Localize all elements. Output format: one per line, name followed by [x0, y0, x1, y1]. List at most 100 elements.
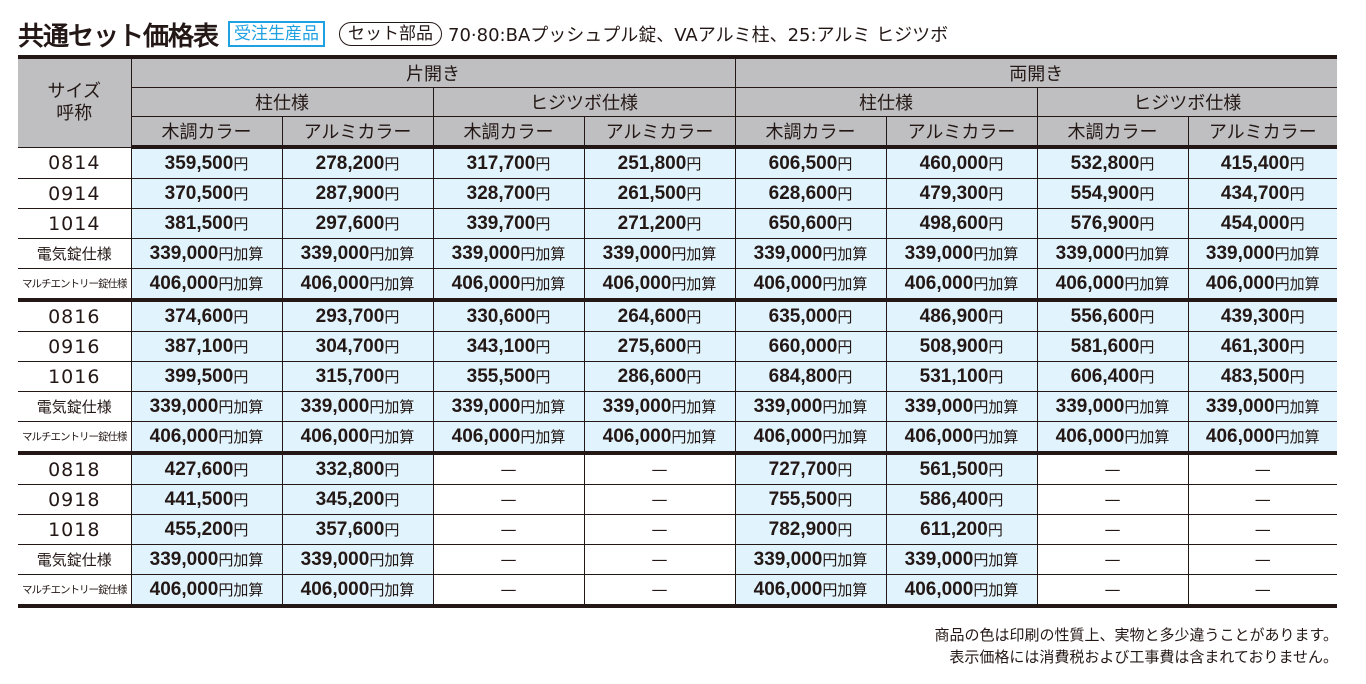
price-value: 611,200 [920, 518, 988, 540]
price-value: 339,000 [602, 242, 672, 264]
price-unit: 円加算 [671, 397, 717, 416]
price-value: 328,700 [466, 182, 536, 204]
addon-price-cell: 406,000円加算 [885, 574, 1037, 608]
price-value: 406,000 [602, 425, 672, 447]
price-cell: 460,000円 [885, 147, 1037, 179]
price-unit: 円 [988, 214, 1004, 233]
table-row: 0916 387,100円 304,700円 343,100円 275,600円 660,… [18, 331, 1337, 362]
price-value: 415,400 [1220, 152, 1290, 174]
addon-price-cell: 339,000円加算 [281, 391, 433, 422]
price-cell: 271,200円 [583, 208, 735, 239]
price-value: 508,900 [919, 335, 989, 357]
price-value: 532,800 [1070, 152, 1140, 174]
price-unit: 円 [686, 184, 702, 203]
addon-price-cell: 339,000円加算 [432, 238, 584, 269]
price-value: 406,000 [753, 578, 823, 600]
price-value: 406,000 [1205, 272, 1275, 294]
price-unit: 円 [988, 337, 1004, 356]
price-cell: 427,600円 [130, 453, 282, 485]
price-value: 332,800 [315, 458, 385, 480]
price-value: 606,400 [1070, 365, 1140, 387]
price-cell: 357,600円 [281, 514, 433, 545]
size-cell: 1014 [18, 208, 131, 239]
price-value: 498,600 [919, 212, 989, 234]
price-unit: 円 [837, 367, 853, 386]
addon-price-cell: 406,000円加算 [734, 421, 886, 455]
price-cell: 387,100円 [130, 331, 282, 362]
price-value: 330,600 [466, 305, 536, 327]
price-unit: 円加算 [218, 550, 264, 569]
empty-price-cell: — [1187, 574, 1337, 608]
price-value: 339,000 [300, 395, 370, 417]
price-cell: 264,600円 [583, 300, 735, 332]
price-value: 339,000 [149, 242, 219, 264]
price-value: 339,000 [1205, 395, 1275, 417]
price-value: 406,000 [300, 578, 370, 600]
price-unit: 円加算 [218, 580, 264, 599]
addon-price-cell: 406,000円加算 [734, 268, 886, 302]
table-row: マルチエントリー錠仕様 406,000円加算 406,000円加算 406,000円加… [18, 421, 1337, 455]
price-cell: 381,500円 [130, 208, 282, 239]
empty-price-cell: — [583, 484, 735, 515]
empty-price-cell: — [432, 484, 584, 515]
size-cell: 0814 [18, 147, 131, 179]
price-value: 264,600 [617, 305, 687, 327]
price-cell: 755,500円 [734, 484, 886, 515]
size-cell: マルチエントリー錠仕様 [18, 574, 131, 608]
price-cell: 441,500円 [130, 484, 282, 515]
price-value: 406,000 [904, 578, 974, 600]
price-value: 343,100 [466, 335, 536, 357]
price-unit: 円 [1139, 184, 1155, 203]
column-header: アルミカラー [583, 116, 735, 149]
price-unit: 円加算 [369, 580, 415, 599]
addon-price-cell: 406,000円加算 [1187, 268, 1337, 302]
price-unit: 円 [1289, 337, 1305, 356]
price-value: 755,500 [768, 488, 838, 510]
price-unit: 円 [384, 460, 400, 479]
price-value: 461,300 [1220, 335, 1290, 357]
addon-price-cell: 406,000円加算 [130, 421, 282, 455]
size-cell: 電気錠仕様 [18, 544, 131, 575]
table-row: 1016 399,500円 315,700円 355,500円 286,600円 684,… [18, 361, 1337, 392]
price-value: 339,000 [753, 242, 823, 264]
empty-price-cell: — [1187, 484, 1337, 515]
price-unit: 円 [535, 307, 551, 326]
table-row: 0818 427,600円 332,800円 — —727,700円 561,500円 — — [18, 453, 1337, 485]
price-cell: 561,500円 [885, 453, 1037, 485]
addon-price-cell: 406,000円加算 [734, 574, 886, 608]
price-value: 406,000 [451, 425, 521, 447]
footnote-color: 商品の色は印刷の性質上、実物と多少違うことがあります。 [934, 626, 1338, 644]
price-cell: 345,200円 [281, 484, 433, 515]
price-value: 576,900 [1070, 212, 1140, 234]
price-unit: 円 [535, 337, 551, 356]
price-cell: 355,500円 [432, 361, 584, 392]
footnote-tax: 表示価格には消費税および工事費は含まれておりません。 [949, 648, 1338, 666]
addon-price-cell: 339,000円加算 [885, 391, 1037, 422]
price-unit: 円 [535, 214, 551, 233]
empty-price-cell: — [583, 514, 735, 545]
addon-price-cell: 339,000円加算 [1187, 391, 1337, 422]
price-value: 556,600 [1070, 305, 1140, 327]
size-cell: 1018 [18, 514, 131, 545]
price-unit: 円加算 [822, 550, 868, 569]
price-cell: 315,700円 [281, 361, 433, 392]
price-unit: 円 [988, 184, 1004, 203]
price-unit: 円加算 [973, 550, 1019, 569]
empty-price-cell: — [583, 574, 735, 608]
price-unit: 円 [233, 214, 249, 233]
price-value: 275,600 [617, 335, 687, 357]
addon-price-cell: 339,000円加算 [583, 238, 735, 269]
price-unit: 円 [988, 154, 1004, 173]
price-unit: 円 [535, 154, 551, 173]
table-body: 0814 359,500円 278,200円 317,700円 251,800円 606,… [18, 147, 1337, 608]
price-value: 374,600 [164, 305, 234, 327]
price-unit: 円加算 [520, 427, 566, 446]
addon-price-cell: 406,000円加算 [432, 268, 584, 302]
price-unit: 円加算 [218, 397, 264, 416]
empty-price-cell: — [1036, 514, 1188, 545]
addon-price-cell: 406,000円加算 [1036, 421, 1188, 455]
column-header: アルミカラー [1187, 116, 1337, 149]
price-unit: 円 [1139, 307, 1155, 326]
empty-price-cell: — [583, 453, 735, 485]
addon-price-cell: 339,000円加算 [885, 238, 1037, 269]
